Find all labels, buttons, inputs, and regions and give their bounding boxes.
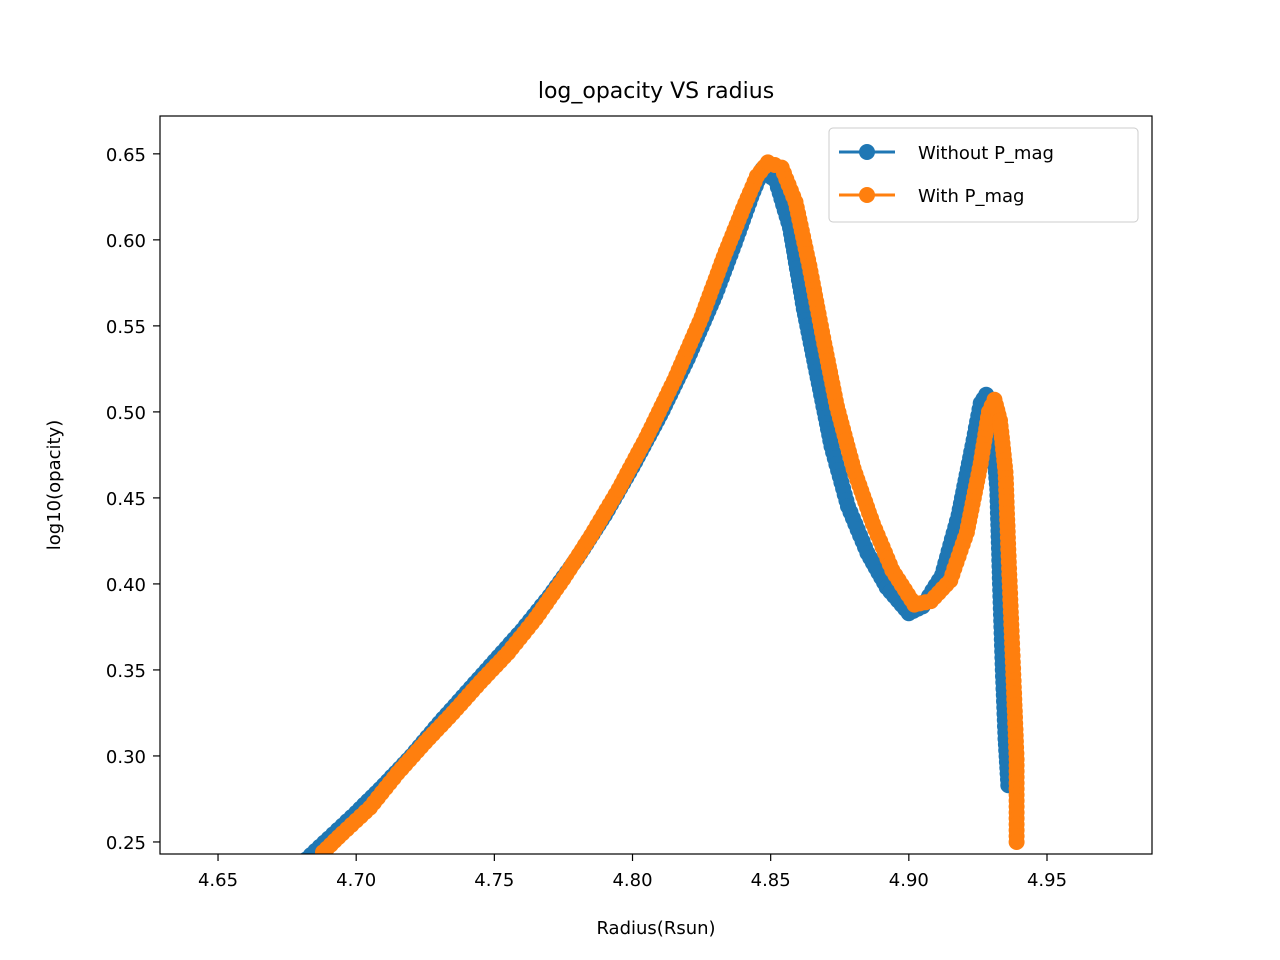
y-axis: 0.25 0.30 0.35 0.40 0.45 0.50 0.55 0.60 0.65 bbox=[106, 145, 160, 854]
x-tick-label: 4.85 bbox=[751, 870, 791, 891]
legend-label-with-pmag: With P_mag bbox=[918, 186, 1024, 207]
y-axis-label: log10(opacity) bbox=[44, 420, 65, 550]
y-tick-label: 0.30 bbox=[106, 747, 146, 768]
x-axis: 4.65 4.70 4.75 4.80 4.85 4.90 4.95 bbox=[198, 854, 1067, 891]
x-tick-label: 4.65 bbox=[198, 870, 238, 891]
y-tick-label: 0.40 bbox=[106, 575, 146, 596]
x-tick-label: 4.95 bbox=[1027, 870, 1067, 891]
legend-marker-without-pmag bbox=[859, 144, 875, 160]
series-1 bbox=[315, 154, 1025, 854]
y-tick-label: 0.50 bbox=[106, 403, 146, 424]
y-tick-label: 0.35 bbox=[106, 661, 146, 682]
legend-marker-with-pmag bbox=[859, 187, 875, 203]
chart-title: log_opacity VS radius bbox=[538, 79, 774, 104]
y-tick-label: 0.60 bbox=[106, 231, 146, 252]
series-1-marker bbox=[1008, 834, 1025, 850]
plot-frame bbox=[159, 115, 1153, 855]
legend-box bbox=[828, 127, 1139, 223]
y-tick-label: 0.65 bbox=[106, 145, 146, 166]
x-tick-label: 4.75 bbox=[474, 870, 514, 891]
x-tick-label: 4.70 bbox=[336, 870, 376, 891]
legend-label-without-pmag: Without P_mag bbox=[918, 143, 1054, 164]
y-tick-label: 0.25 bbox=[106, 833, 146, 854]
y-tick-label: 0.45 bbox=[106, 489, 146, 510]
legend: Without P_mag With P_mag bbox=[828, 127, 1139, 223]
x-tick-label: 4.80 bbox=[612, 870, 652, 891]
y-tick-label: 0.55 bbox=[106, 317, 146, 338]
x-axis-label: Radius(Rsun) bbox=[596, 918, 715, 939]
x-tick-label: 4.90 bbox=[889, 870, 929, 891]
series-layer bbox=[300, 154, 1025, 854]
